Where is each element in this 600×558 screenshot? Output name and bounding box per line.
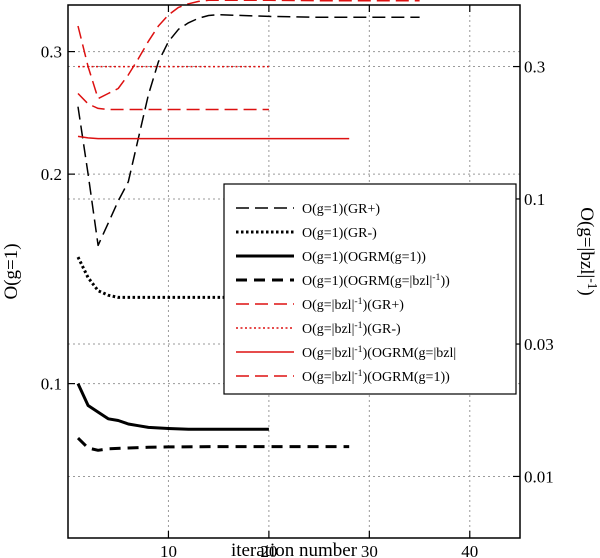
series-line-0 bbox=[77, 13, 420, 247]
ticks: 10 20 30 40 0.1 0.2 0.3 0.01 0.03 0.1 0.3 bbox=[41, 5, 554, 558]
x-tick-label: 30 bbox=[361, 542, 378, 558]
legend-label: O(g=|bzl|-1)(GR-) bbox=[302, 320, 401, 338]
y-left-tick-label: 0.1 bbox=[41, 375, 62, 394]
plot-frame bbox=[67, 4, 521, 539]
legend-label: O(g=|bzl|-1)(OGRM(g=|bzl| bbox=[302, 344, 456, 362]
series-lines bbox=[76, 0, 420, 452]
legend-label: O(g=1)(OGRM(g=1)) bbox=[302, 250, 426, 265]
legend: O(g=1)(GR+) O(g=1)(GR-) O(g=1)(OGRM(g=1)) O… bbox=[223, 183, 517, 395]
series-line-2 bbox=[76, 382, 269, 431]
series-line-3 bbox=[76, 437, 350, 452]
legend-label: O(g=|bzl|-1)(GR+) bbox=[302, 296, 404, 314]
legend-label: O(g=|bzl|-1)(OGRM(g=1)) bbox=[302, 368, 450, 386]
y-right-tick-label: 0.03 bbox=[524, 335, 554, 354]
series-line-4 bbox=[77, 0, 420, 100]
series-line-1 bbox=[76, 256, 350, 299]
y-axis-left-title: O(g=1) bbox=[1, 243, 22, 299]
series-line-7 bbox=[77, 92, 269, 111]
x-axis-title: iteration number bbox=[231, 540, 358, 558]
legend-label: O(g=1)(GR-) bbox=[302, 226, 377, 241]
y-right-tick-label: 0.1 bbox=[524, 190, 545, 209]
legend-label: O(g=1)(GR+) bbox=[302, 202, 380, 217]
legend-box bbox=[223, 183, 517, 395]
x-tick-label: 40 bbox=[461, 542, 478, 558]
y-left-tick-label: 0.2 bbox=[41, 165, 62, 184]
y-left-tick-label: 0.3 bbox=[41, 43, 62, 62]
y-axis-right-title: O(g=|bzl|-1) bbox=[576, 207, 600, 296]
x-tick-label: 20 bbox=[260, 542, 277, 558]
y-right-tick-label: 0.3 bbox=[524, 58, 545, 77]
legend-label: O(g=1)(OGRM(g=|bzl|-1)) bbox=[302, 272, 450, 290]
x-tick-label: 10 bbox=[160, 542, 177, 558]
series-line-6 bbox=[77, 135, 350, 140]
y-right-tick-label: 0.01 bbox=[524, 467, 554, 486]
